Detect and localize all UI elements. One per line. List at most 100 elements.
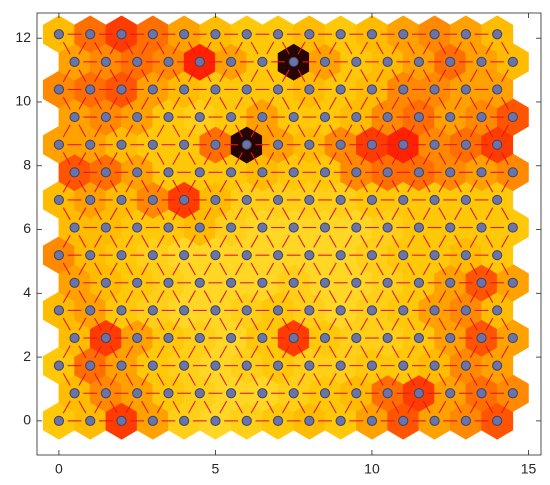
neighbor-link [344, 373, 353, 386]
neighbor-link [62, 290, 71, 303]
neighbor-link [313, 41, 322, 55]
neighbor-link [313, 317, 322, 331]
y-tick-label: 4 [23, 284, 31, 300]
neighbor-link [485, 124, 494, 138]
neuron [53, 250, 65, 261]
neighbor-link [250, 235, 259, 248]
neuron [304, 84, 315, 95]
neuron [366, 250, 378, 261]
neighbor-link [485, 235, 494, 248]
neighbor-link [454, 317, 462, 331]
neighbor-link [485, 207, 494, 221]
neighbor-link [281, 373, 290, 386]
neuron [147, 305, 158, 316]
neighbor-link [109, 262, 118, 276]
neuron [179, 305, 190, 316]
edge-layer [62, 33, 509, 422]
neuron [100, 167, 111, 178]
neighbor-link [78, 345, 87, 359]
neighbor-link [266, 124, 275, 138]
neighbor-link [172, 373, 181, 386]
neighbor-link [328, 124, 337, 138]
neuron [319, 388, 331, 399]
neuron [445, 277, 456, 288]
neuron [210, 415, 221, 426]
neuron [132, 332, 143, 344]
neighbor-link [125, 373, 134, 386]
neighbor-link [141, 124, 149, 138]
neighbor-link [219, 152, 228, 165]
neuron [366, 29, 378, 40]
neighbor-link [438, 345, 447, 359]
neighbor-link [188, 179, 196, 193]
neuron [85, 250, 96, 261]
neuron [304, 250, 315, 261]
neighbor-link [281, 124, 290, 138]
neighbor-link [422, 96, 431, 110]
neighbor-link [407, 262, 416, 276]
neuron [241, 415, 252, 426]
neighbor-link [422, 207, 431, 221]
neuron [241, 139, 252, 150]
neuron [413, 167, 425, 178]
neighbor-link [407, 124, 416, 138]
neighbor-link [407, 373, 416, 386]
neighbor-link [78, 290, 87, 303]
neighbor-link [313, 235, 322, 248]
neighbor-link [234, 41, 243, 55]
neighbor-link [313, 207, 322, 221]
neuron [163, 167, 174, 178]
neuron [225, 332, 237, 344]
neighbor-link [156, 290, 165, 303]
neighbor-link [234, 96, 243, 110]
neighbor-link [188, 207, 196, 221]
neighbor-link [407, 345, 416, 359]
neuron [116, 360, 127, 371]
neighbor-link [250, 96, 259, 110]
neighbor-link [328, 96, 337, 110]
neighbor-link [469, 290, 478, 303]
neighbor-link [360, 152, 369, 165]
neighbor-link [485, 179, 494, 193]
neighbor-link [141, 41, 149, 55]
neighbor-link [172, 235, 181, 248]
neighbor-link [78, 373, 87, 386]
neighbor-link [219, 345, 228, 359]
neighbor-link [78, 317, 87, 331]
neighbor-link [485, 373, 494, 386]
neuron [100, 388, 111, 399]
neighbor-link [344, 345, 353, 359]
neighbor-link [281, 179, 290, 193]
neuron [460, 360, 471, 371]
neighbor-link [422, 400, 431, 414]
neighbor-link [344, 69, 353, 83]
neighbor-link [454, 373, 462, 386]
neighbor-link [501, 400, 509, 414]
neighbor-link [109, 96, 118, 110]
neighbor-link [375, 179, 384, 193]
neighbor-link [454, 207, 462, 221]
neighbor-link [422, 179, 431, 193]
neuron [492, 194, 503, 206]
neuron [319, 167, 331, 178]
neighbor-link [203, 400, 212, 414]
neighbor-link [360, 69, 369, 83]
neuron [132, 388, 143, 399]
neighbor-link [391, 400, 400, 414]
neuron [492, 29, 503, 40]
neighbor-link [141, 290, 149, 303]
neighbor-link [234, 124, 243, 138]
neighbor-link [219, 69, 228, 83]
neighbor-link [375, 317, 384, 331]
neighbor-link [360, 373, 369, 386]
neuron [241, 29, 252, 40]
neuron [69, 388, 80, 399]
neighbor-link [422, 69, 431, 83]
neighbor-link [62, 41, 71, 55]
neighbor-link [422, 345, 431, 359]
neighbor-link [203, 235, 212, 248]
neuron [319, 222, 331, 233]
neighbor-link [281, 262, 290, 276]
neighbor-link [313, 152, 322, 165]
neighbor-link [281, 207, 290, 221]
